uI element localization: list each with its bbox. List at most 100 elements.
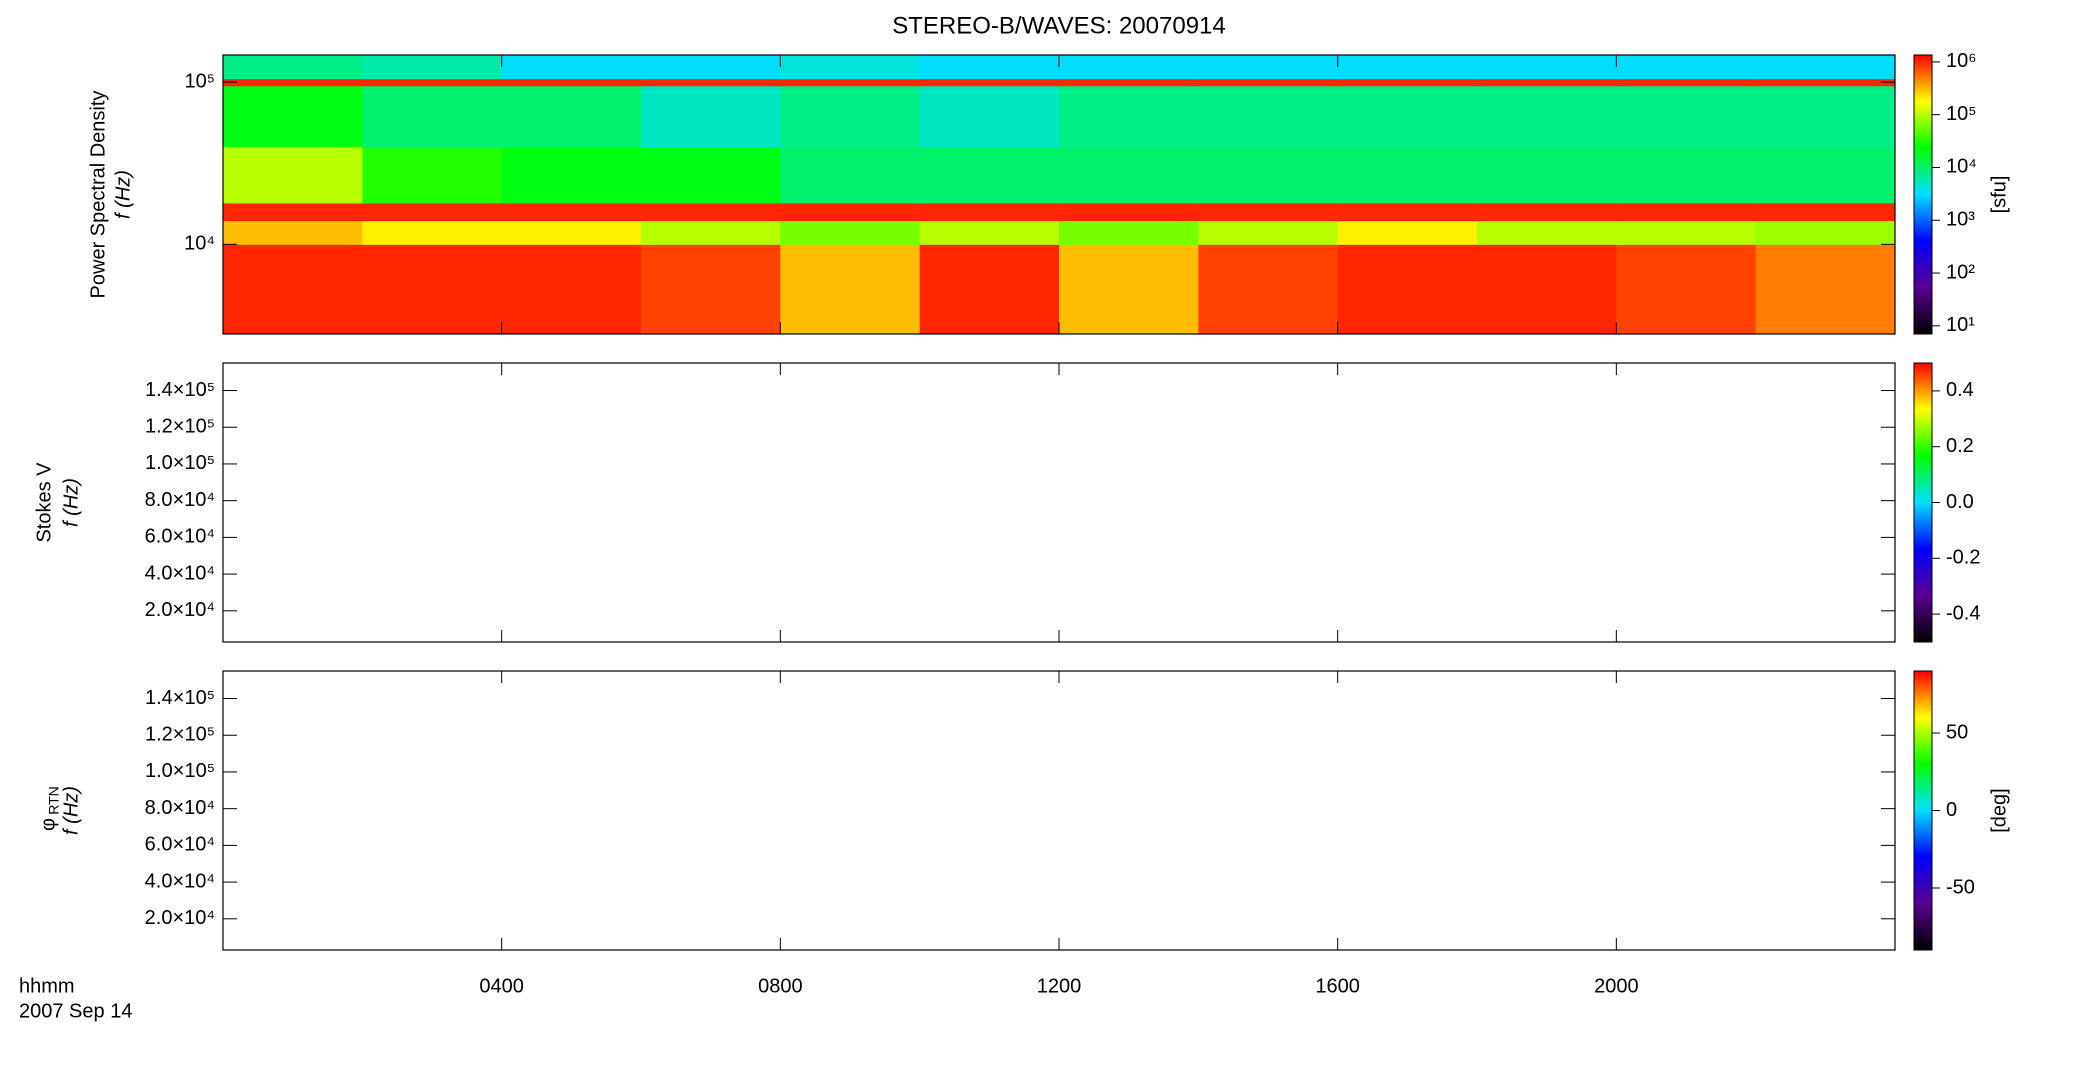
colorbar: [1913, 362, 1933, 643]
heatmap-cell: [1059, 146, 1199, 204]
heatmap-cell: [1616, 220, 1757, 245]
heatmap-cell: [501, 244, 642, 335]
heatmap-cell: [641, 220, 781, 245]
heatmap-cell: [919, 202, 1060, 222]
heatmap-cell: [919, 220, 1060, 245]
heatmap-cell: [919, 85, 1060, 148]
y-tick-label: 1.2×10⁵: [145, 416, 215, 438]
heatmap-cell: [1059, 202, 1199, 222]
heatmap-cell: [1477, 55, 1617, 80]
y-axis-label: Power Spectral Density: [87, 91, 109, 299]
plot-frame: [222, 670, 1896, 951]
heatmap-cell: [1198, 78, 1339, 87]
y-tick-label: 1.4×10⁵: [145, 379, 215, 401]
y-tick-label: 2.0×10⁴: [145, 599, 215, 621]
y-tick-label: 1.4×10⁵: [145, 687, 215, 709]
heatmap-cell: [1477, 202, 1617, 222]
heatmap-cell: [641, 146, 781, 204]
heatmap-cell: [1477, 85, 1617, 148]
heatmap-cell: [1337, 78, 1478, 87]
heatmap-cell: [1755, 55, 1896, 80]
heatmap-cell: [362, 146, 503, 204]
colorbar-label: [deg]: [1988, 788, 2010, 832]
y-axis-label-subscript: RTN: [46, 786, 62, 815]
heatmap-cell: [1616, 244, 1757, 335]
y-axis-label: f (Hz): [112, 170, 134, 219]
colorbar-tick-label: 10³: [1946, 209, 1975, 231]
heatmap-cell: [362, 244, 503, 335]
heatmap-cell: [780, 244, 921, 335]
heatmap-cell: [1616, 146, 1757, 204]
heatmap-cell: [223, 55, 363, 80]
y-axis-label: f (Hz): [60, 786, 82, 835]
y-tick-label: 1.2×10⁵: [145, 724, 215, 746]
heatmap-cell: [1337, 220, 1478, 245]
y-tick-label: 1.0×10⁵: [145, 760, 215, 782]
heatmap-cell: [919, 78, 1060, 87]
heatmap-cell: [362, 85, 503, 148]
colorbar-tick-label: 0.4: [1946, 379, 1974, 401]
y-tick-label: 8.0×10⁴: [145, 489, 215, 511]
heatmap-cell: [1755, 85, 1896, 148]
colorbar-tick-label: 0: [1946, 799, 1957, 821]
heatmap-cell: [1198, 85, 1339, 148]
heatmap-cell: [1755, 146, 1896, 204]
date-label: 2007 Sep 14: [19, 1000, 132, 1022]
y-tick-label: 6.0×10⁴: [145, 834, 215, 856]
colorbar-tick-label: -0.2: [1946, 547, 1980, 569]
y-tick-label: 6.0×10⁴: [145, 526, 215, 548]
y-tick-label: 2.0×10⁴: [145, 907, 215, 929]
colorbar: [1913, 54, 1933, 335]
y-tick-label: 1.0×10⁵: [145, 452, 215, 474]
y-tick-label: 8.0×10⁴: [145, 797, 215, 819]
y-tick-label: 4.0×10⁴: [145, 562, 215, 584]
heatmap-cell: [780, 85, 921, 148]
heatmap-cell: [223, 244, 363, 335]
x-tick-label: 1200: [1037, 975, 1082, 997]
heatmap-cell: [1059, 244, 1199, 335]
heatmap-cell: [223, 146, 363, 204]
x-tick-label: 0800: [758, 975, 803, 997]
colorbar-tick-label: 10⁴: [1946, 156, 1977, 178]
heatmap-cell: [1198, 220, 1339, 245]
x-tick-label: 0400: [479, 975, 524, 997]
heatmap-cell: [1198, 244, 1339, 335]
heatmap-cell: [223, 78, 363, 87]
heatmap-cell: [223, 85, 363, 148]
heatmap-cell: [1059, 85, 1199, 148]
heatmap-cell: [1616, 78, 1757, 87]
heatmap-cell: [780, 78, 921, 87]
heatmap-cell: [501, 55, 642, 80]
heatmap-cell: [780, 220, 921, 245]
heatmap-cell: [362, 220, 503, 245]
y-axis-label: Stokes V: [33, 462, 55, 543]
heatmap-cell: [1337, 85, 1478, 148]
heatmap-cell: [1198, 146, 1339, 204]
colorbar-tick-label: 0.2: [1946, 435, 1974, 457]
heatmap-cell: [362, 202, 503, 222]
heatmap-cell: [641, 55, 781, 80]
y-axis-label-symbol: φ: [37, 818, 59, 831]
x-axis-label: hhmm: [19, 975, 75, 997]
heatmap-cell: [1198, 55, 1339, 80]
y-axis-label: f (Hz): [60, 478, 82, 527]
heatmap-cell: [1337, 244, 1478, 335]
heatmap-cell: [1616, 85, 1757, 148]
colorbar: [1913, 670, 1933, 951]
heatmap-cell: [1755, 244, 1896, 335]
heatmap-cell: [919, 55, 1060, 80]
heatmap-cell: [1477, 220, 1617, 245]
colorbar-tick-label: 10⁶: [1946, 50, 1976, 72]
heatmap-cell: [780, 146, 921, 204]
colorbar-tick-label: 10⁵: [1946, 103, 1977, 125]
x-tick-label: 2000: [1594, 975, 1639, 997]
heatmap-cell: [1059, 78, 1199, 87]
colorbar-tick-label: 50: [1946, 721, 1968, 743]
colorbar-label: [sfu]: [1988, 176, 2010, 214]
plot-frame: [222, 362, 1896, 643]
heatmap-cell: [641, 85, 781, 148]
heatmap-cell: [501, 78, 642, 87]
heatmap-cell: [919, 244, 1060, 335]
heatmap-cell: [1477, 244, 1617, 335]
heatmap-cell: [362, 78, 503, 87]
